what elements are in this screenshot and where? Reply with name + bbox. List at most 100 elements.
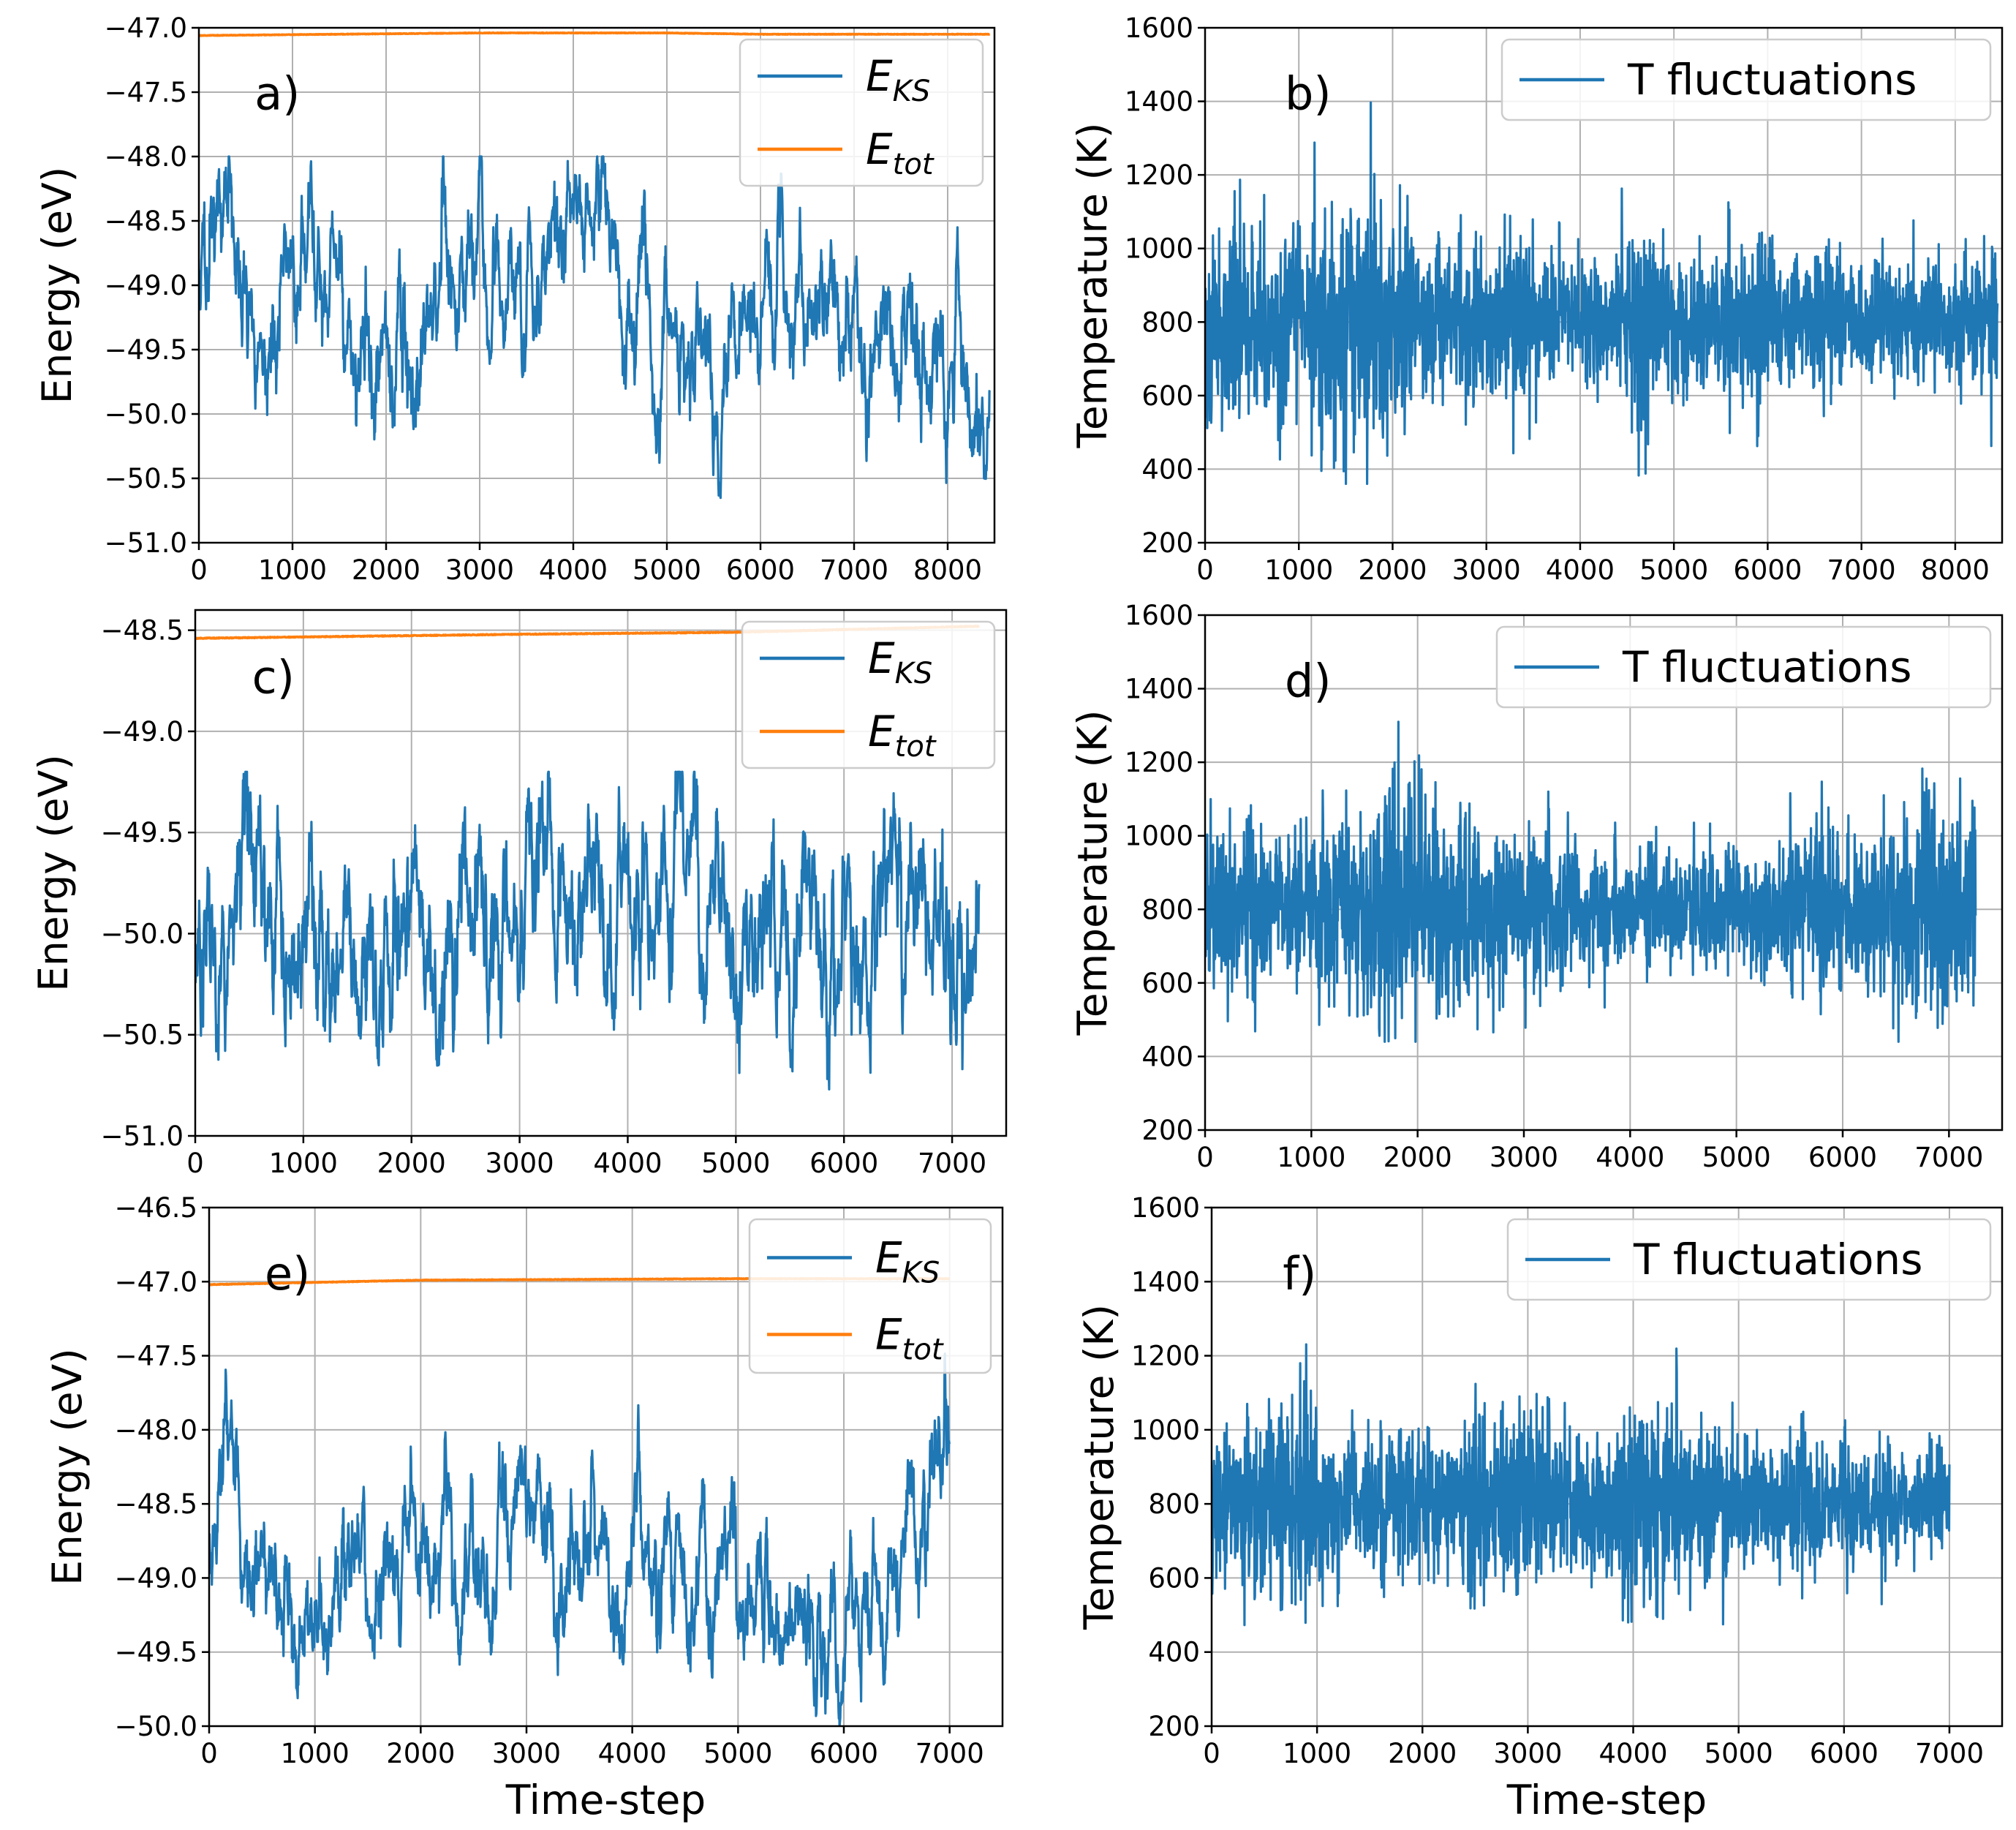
x-tick-label: 3000	[1452, 554, 1521, 586]
x-tick-label: 6000	[809, 1148, 878, 1179]
x-tick-label: 7000	[1914, 1142, 1983, 1173]
legend-a: EKS Etot	[739, 38, 984, 187]
x-tick-label: 0	[186, 1148, 204, 1179]
x-tick-label: 5000	[1639, 554, 1708, 586]
y-tick-label: −49.0	[115, 1562, 197, 1594]
axes-frame-c	[194, 609, 1008, 1137]
x-tick-label: 7000	[915, 1738, 984, 1769]
y-tick-label: −48.5	[101, 615, 184, 647]
x-tick-label: 4000	[1596, 1142, 1664, 1173]
y-tick-label: −49.0	[101, 716, 184, 748]
y-tick-label: −47.0	[105, 12, 187, 44]
panel-c: 0 1000 2000 3000 4000 5000 6000 7000 −51.0 −50.5 −…	[30, 609, 1008, 1179]
panel-d: 0 1000 2000 3000 4000 5000 6000 7000 200 400 600 80…	[1069, 600, 2004, 1173]
y-tick-label: −49.5	[115, 1637, 197, 1668]
y-tick-label: 1200	[1125, 747, 1193, 778]
legend-c: EKS Etot	[741, 620, 996, 769]
axes-frame-e	[208, 1206, 1004, 1728]
panel-label: b)	[1285, 67, 1332, 121]
legend-entry-text: EKS	[875, 1233, 940, 1290]
y-tick-label: 400	[1148, 1637, 1200, 1668]
y-tick-label: −48.5	[115, 1488, 197, 1520]
legend-entry-text: Etot	[868, 707, 937, 764]
y-tick-label: −50.5	[105, 463, 187, 494]
legend-entry-text: EKS	[868, 633, 932, 690]
y-tick-label: −49.5	[101, 817, 184, 848]
x-tick-label: 2000	[1388, 1738, 1457, 1769]
y-tick-label: 1200	[1125, 159, 1193, 191]
x-tick-label: 7000	[1915, 1738, 1984, 1769]
panel-f: 0 1000 2000 3000 4000 5000 6000 7000 200 400 600 80…	[1076, 1192, 2004, 1823]
y-tick-label: 1000	[1125, 821, 1193, 852]
y-tick-label: 800	[1141, 306, 1193, 338]
y-tick-label: 800	[1141, 894, 1193, 925]
x-tick-label: 6000	[1808, 1142, 1877, 1173]
x-tick-label: 0	[1196, 1142, 1214, 1173]
y-tick-label: 600	[1141, 380, 1193, 412]
x-tick-label: 5000	[703, 1738, 772, 1769]
y-tick-label: 1600	[1125, 600, 1193, 631]
x-tick-label: 2000	[377, 1148, 446, 1179]
x-tick-label: 2000	[1383, 1142, 1452, 1173]
y-tick-label: −50.0	[101, 918, 184, 949]
legend-entry-text: Etot	[866, 124, 935, 181]
x-tick-label: 4000	[593, 1148, 662, 1179]
x-tick-label: 0	[190, 554, 208, 586]
panel-label: a)	[254, 67, 300, 121]
x-tick-label: 0	[1196, 554, 1214, 586]
y-tick-label: −51.0	[105, 527, 187, 559]
legend-entry-text: EKS	[866, 51, 930, 108]
y-tick-label: −51.0	[101, 1121, 184, 1152]
legend-box	[1495, 625, 1992, 709]
series-a-e-ks	[199, 155, 992, 500]
x-tick-label: 3000	[492, 1738, 561, 1769]
x-tick-label: 2000	[386, 1738, 455, 1769]
y-axis-label: Energy (eV)	[34, 167, 80, 404]
x-tick-label: 7000	[1827, 554, 1896, 586]
x-tick-label: 1000	[281, 1738, 350, 1769]
y-tick-label: 1200	[1131, 1341, 1200, 1372]
legend-f: T fluctuations	[1506, 1218, 1992, 1301]
axes-frame-f	[1210, 1206, 2004, 1728]
legend-entry-text: T fluctuations	[1622, 642, 1911, 692]
y-tick-label: 600	[1148, 1562, 1200, 1594]
y-tick-label: 400	[1141, 1041, 1193, 1072]
x-tick-label: 1000	[269, 1148, 338, 1179]
x-tick-label: 4000	[539, 554, 608, 586]
series-b-t-fluctuations	[1205, 101, 1999, 486]
x-tick-label: 3000	[445, 554, 514, 586]
x-tick-label: 5000	[1704, 1738, 1773, 1769]
x-tick-label: 5000	[633, 554, 701, 586]
panel-a: 0 1000 2000 3000 4000 5000 6000 7000 8000 −51.0 −5…	[34, 12, 996, 586]
y-tick-label: 1400	[1131, 1266, 1200, 1298]
x-axis-label: Time-step	[505, 1777, 706, 1823]
x-tick-label: 1000	[1277, 1142, 1345, 1173]
legend-box	[748, 1218, 992, 1374]
x-tick-label: 3000	[1493, 1738, 1562, 1769]
y-tick-label: 200	[1141, 1115, 1193, 1146]
y-tick-label: 400	[1141, 453, 1193, 485]
y-tick-label: 200	[1141, 527, 1193, 559]
x-tick-label: 0	[1203, 1738, 1220, 1769]
y-axis-label: Temperature (K)	[1069, 710, 1116, 1036]
legend-b: T fluctuations	[1500, 38, 1992, 121]
y-tick-label: 1600	[1125, 12, 1193, 44]
y-tick-label: −47.0	[115, 1266, 197, 1298]
series-c-e-ks	[195, 770, 981, 1091]
legend-entry-text: T fluctuations	[1627, 55, 1917, 105]
x-tick-label: 4000	[1598, 1738, 1667, 1769]
y-tick-label: 1000	[1131, 1415, 1200, 1446]
x-axis-label: Time-step	[1506, 1777, 1707, 1823]
panel-e: 0 1000 2000 3000 4000 5000 6000 7000 −50.0 −49.5 −…	[44, 1192, 1004, 1823]
x-tick-label: 6000	[1733, 554, 1802, 586]
y-tick-label: −50.0	[105, 399, 187, 430]
series-a-e-tot	[199, 31, 991, 37]
y-tick-label: −49.5	[105, 334, 187, 366]
x-tick-label: 4000	[1546, 554, 1615, 586]
x-tick-label: 1000	[1264, 554, 1333, 586]
y-axis-label: Energy (eV)	[30, 754, 77, 991]
x-tick-label: 8000	[1921, 554, 1990, 586]
y-tick-label: 1400	[1125, 674, 1193, 705]
x-tick-label: 6000	[809, 1738, 878, 1769]
y-tick-label: −46.5	[115, 1192, 197, 1224]
